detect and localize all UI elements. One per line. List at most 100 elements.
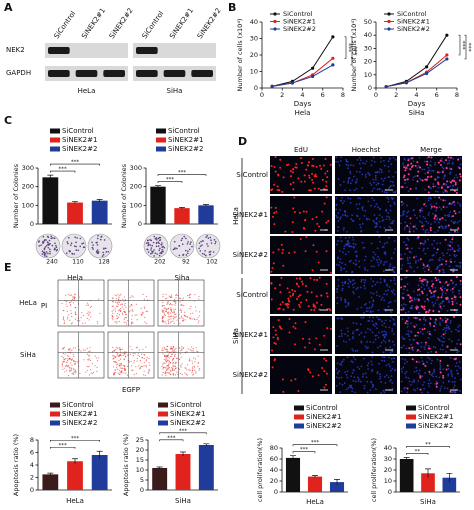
nucleus [379,226,382,228]
flow-event [82,322,84,324]
flow-event [178,369,181,371]
nucleus [341,202,344,205]
nucleus [371,356,374,358]
nucleus [388,170,390,173]
significance-label: *** [59,443,68,449]
nucleus [383,280,386,283]
flow-event [140,307,142,309]
nucleus [338,335,341,338]
significance-label: ** [425,442,431,448]
edu-cell [287,297,290,300]
nucleus [379,277,382,280]
nucleus [367,200,370,203]
legend-label: SiControl [397,10,427,18]
nucleus [363,259,366,262]
nucleus [456,369,458,372]
blot-strip [133,43,216,58]
nucleus [439,324,442,326]
nucleus [453,384,456,387]
edu-cell [440,288,443,291]
edu-cell [442,374,445,377]
nucleus [408,256,411,259]
edu-cell [407,159,410,162]
y-tick-label: 20 [270,477,278,485]
nucleus [381,331,383,333]
colony [147,242,150,244]
nucleus [335,156,338,159]
colony [202,240,204,242]
nucleus [439,348,442,351]
edu-cell [277,308,280,311]
flow-event [132,296,134,298]
nucleus [451,161,454,164]
flow-event [170,367,173,369]
edu-cell [459,279,462,282]
y-tick-label: 8 [30,436,34,444]
nucleus [407,262,410,265]
colony [91,241,93,244]
image-column-label: EdU [294,146,308,154]
data-point [445,53,449,57]
flow-event [194,294,196,296]
nucleus [431,280,433,282]
flow-event [119,367,121,369]
nucleus [340,363,343,366]
flow-event [112,309,115,311]
edu-cell [429,322,432,325]
nucleus [393,293,396,296]
nucleus [363,335,366,338]
nucleus [453,204,456,206]
colony [44,246,47,248]
flow-event [181,374,183,376]
edu-cell [402,176,405,179]
y-tick-label: 0 [388,488,392,496]
flow-event [123,321,125,323]
nucleus [458,249,460,252]
nucleus [389,301,392,303]
flow-event [167,321,170,323]
flow-event [71,315,73,318]
flow-event [73,373,75,375]
flow-event [78,349,80,351]
edu-cell [419,388,422,391]
nucleus [339,183,342,186]
edu-cell [427,311,430,314]
flow-event [68,358,70,360]
flow-event [122,298,124,300]
flow-event [170,312,172,314]
nucleus [434,161,437,164]
nucleus [416,298,418,301]
nucleus [391,220,394,223]
nucleus [364,162,366,165]
flow-x-label: EGFP [122,386,140,394]
colony [198,242,201,244]
flow-event [71,364,73,366]
nucleus [411,348,413,351]
nucleus [445,350,448,353]
nucleus [411,381,414,383]
flow-event [170,348,172,350]
nucleus [378,220,381,223]
nucleus [378,258,381,261]
edu-cell [416,306,419,309]
nucleus [351,271,353,274]
series-line [272,64,334,87]
flow-event [129,345,131,348]
nucleus [375,291,378,293]
colony [209,253,212,256]
nucleus [365,217,368,220]
nucleus [427,231,430,234]
edu-cell [444,238,447,241]
nucleus [365,310,368,313]
nucleus [392,289,395,291]
nucleus [420,356,423,359]
flow-event [164,298,167,300]
edu-cell [454,181,457,184]
nucleus [407,317,410,320]
error-bar [47,174,54,180]
nucleus [433,196,436,199]
edu-cell [424,364,427,367]
edu-cell [453,180,456,183]
nucleus [416,266,419,269]
flow-event [198,298,200,300]
